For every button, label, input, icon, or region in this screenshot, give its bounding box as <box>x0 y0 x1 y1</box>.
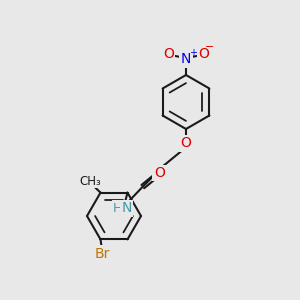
Text: −: − <box>205 42 215 52</box>
Text: H: H <box>113 202 122 215</box>
Text: CH₃: CH₃ <box>79 175 101 188</box>
Text: N: N <box>181 52 191 66</box>
Text: O: O <box>163 47 174 61</box>
Text: O: O <box>198 47 209 61</box>
Text: O: O <box>154 166 165 180</box>
Text: Br: Br <box>94 247 110 261</box>
Text: +: + <box>189 48 196 58</box>
Text: O: O <box>181 136 191 150</box>
Text: N: N <box>122 201 132 215</box>
